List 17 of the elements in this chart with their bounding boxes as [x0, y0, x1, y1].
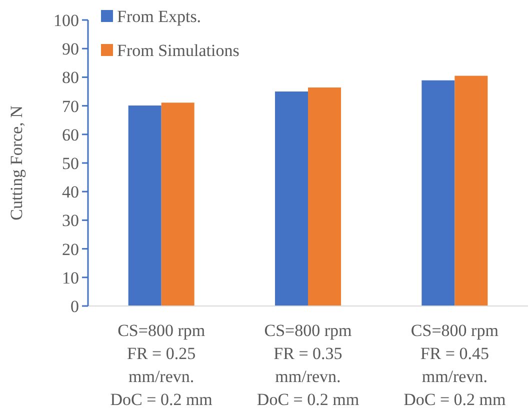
legend-label: From Simulations: [117, 40, 240, 60]
y-tick-label: 70: [62, 96, 79, 116]
y-tick-label: 30: [62, 211, 79, 230]
y-tick-label: 100: [54, 10, 79, 30]
y-tick-label: 60: [62, 125, 79, 144]
y-axis-title: Cutting Force, N: [7, 106, 26, 220]
y-tick-label: 20: [62, 240, 79, 259]
y-tick-label: 80: [62, 68, 79, 88]
y-tick-label: 0: [70, 296, 79, 316]
y-tick-label: 10: [62, 268, 79, 288]
y-tick-label: 40: [62, 182, 79, 202]
x-tick-label: CS=800 rpm FR = 0.45 mm/revn. DoC = 0.2 mm: [404, 321, 506, 409]
y-tick-label: 90: [62, 40, 79, 59]
x-tick-label: CS=800 rpm FR = 0.25 mm/revn. DoC = 0.2 mm: [110, 321, 212, 409]
y-tick-label: 50: [62, 154, 79, 173]
legend-label: From Expts.: [117, 6, 202, 26]
x-tick-label: CS=800 rpm FR = 0.35 mm/revn. DoC = 0.2 mm: [256, 321, 360, 409]
